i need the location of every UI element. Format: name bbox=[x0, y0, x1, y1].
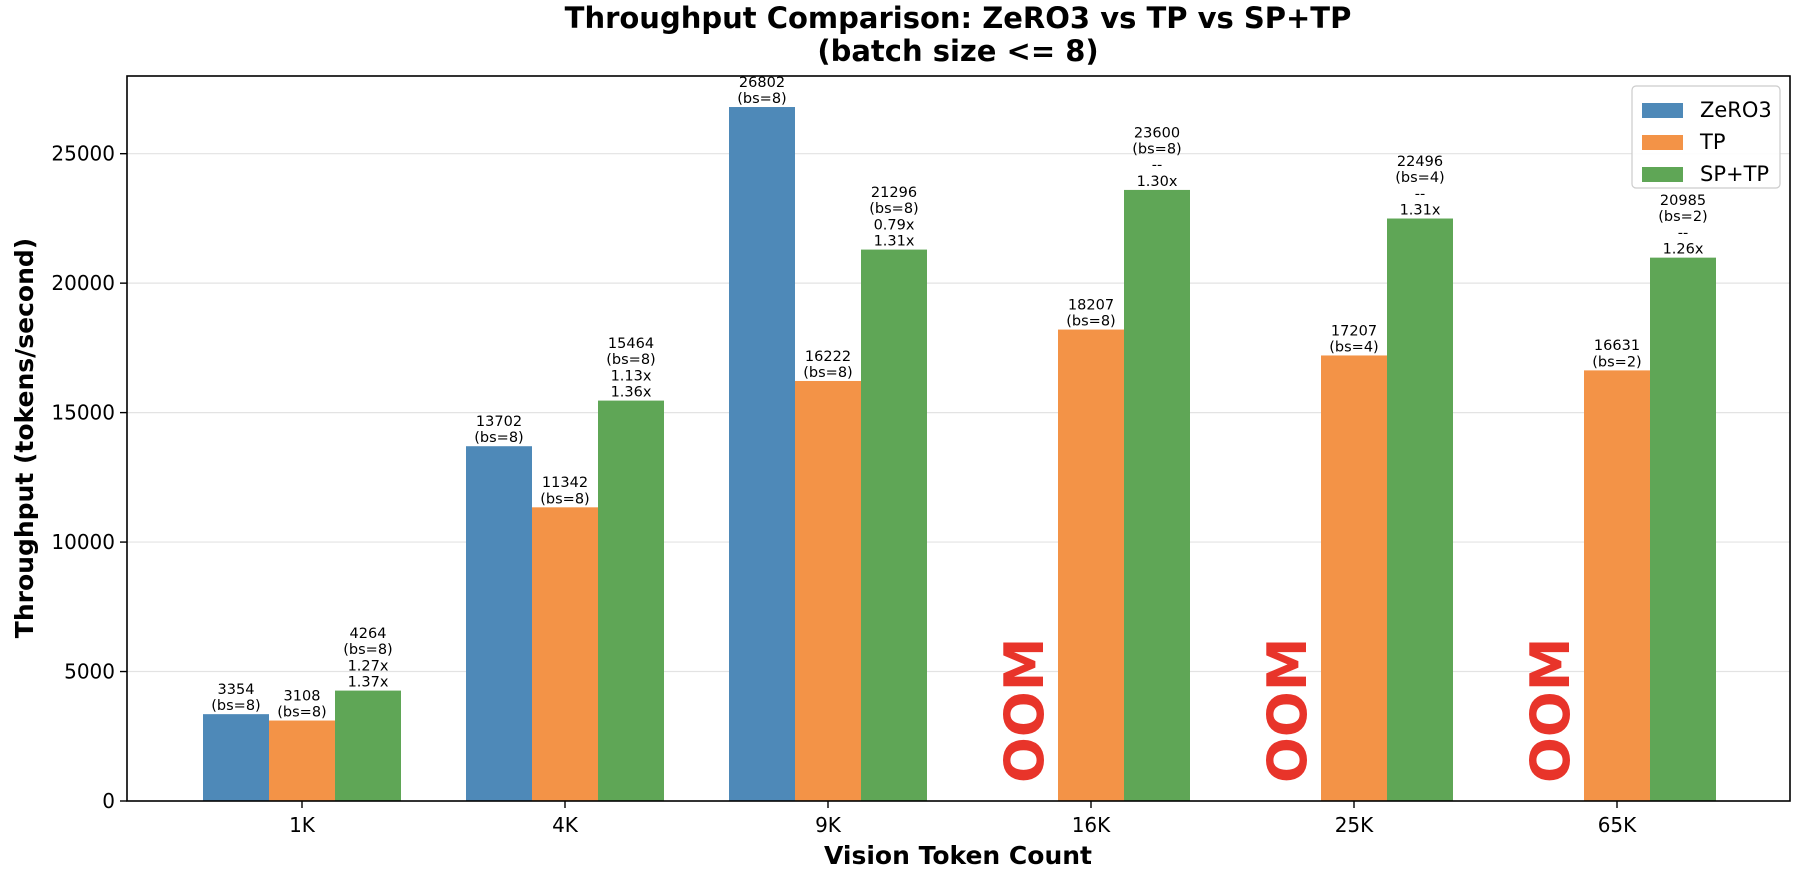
bar-zero3 bbox=[729, 107, 795, 801]
data-label: 16631 bbox=[1594, 338, 1640, 354]
data-label: (bs=4) bbox=[1329, 339, 1378, 355]
y-tick-label: 10000 bbox=[51, 530, 115, 554]
bar-zero3 bbox=[466, 446, 532, 801]
data-label: 1.31x bbox=[874, 234, 915, 250]
bar-tp bbox=[532, 507, 598, 801]
data-label: (bs=8) bbox=[606, 352, 655, 368]
data-label: 17207 bbox=[1331, 323, 1377, 339]
data-label: 0.79x bbox=[874, 217, 915, 233]
data-label: 1.36x bbox=[611, 385, 652, 401]
bar-zero3 bbox=[203, 714, 269, 801]
oom-label: OOM bbox=[1519, 637, 1582, 783]
data-label: (bs=8) bbox=[737, 91, 786, 107]
data-label: 1.30x bbox=[1137, 174, 1178, 190]
legend-label-tp: TP bbox=[1699, 130, 1726, 154]
data-label: 1.13x bbox=[611, 368, 652, 384]
chart-title: Throughput Comparison: ZeRO3 vs TP vs SP… bbox=[565, 1, 1352, 35]
data-label: -- bbox=[1678, 225, 1688, 241]
y-tick-label: 25000 bbox=[51, 142, 115, 166]
data-label: 16222 bbox=[805, 349, 851, 365]
legend: ZeRO3 TP SP+TP bbox=[1631, 85, 1781, 189]
data-label: 20985 bbox=[1660, 193, 1706, 209]
data-label: -- bbox=[1152, 158, 1162, 174]
y-tick-label: 15000 bbox=[51, 401, 115, 425]
data-labels-layer: 3354(bs=8)3108(bs=8)4264(bs=8)1.27x1.37x… bbox=[211, 75, 1707, 783]
bar-sp-tp bbox=[1124, 189, 1190, 801]
data-label: (bs=8) bbox=[869, 201, 918, 217]
x-tick-label: 9K bbox=[815, 813, 842, 837]
data-label: 4264 bbox=[350, 626, 387, 642]
bars-layer bbox=[203, 107, 1716, 802]
data-label: (bs=8) bbox=[1066, 314, 1115, 330]
plot-frame bbox=[126, 75, 1791, 802]
legend-label-zero3: ZeRO3 bbox=[1700, 98, 1772, 122]
data-label: (bs=8) bbox=[277, 705, 326, 721]
axis-ticks-layer: 0 5000 10000 15000 20000 25000 1K 4K 9K 16K 25K 65K bbox=[51, 142, 1637, 837]
x-tick-label: 1K bbox=[289, 813, 316, 837]
legend-label-sp-tp: SP+TP bbox=[1700, 162, 1769, 186]
bar-tp bbox=[1321, 355, 1387, 801]
legend-swatch-tp bbox=[1642, 135, 1683, 150]
data-label: 1.27x bbox=[348, 658, 389, 674]
data-label: (bs=2) bbox=[1658, 209, 1707, 225]
data-label: (bs=8) bbox=[540, 491, 589, 507]
data-label: -- bbox=[1415, 186, 1425, 202]
data-label: 18207 bbox=[1068, 297, 1114, 313]
legend-swatch-zero3 bbox=[1642, 103, 1683, 118]
data-label: (bs=2) bbox=[1592, 354, 1641, 370]
data-label: 26802 bbox=[739, 75, 785, 91]
bar-tp bbox=[269, 720, 335, 801]
data-label: (bs=8) bbox=[343, 642, 392, 658]
x-tick-label: 65K bbox=[1598, 813, 1637, 837]
data-label: (bs=4) bbox=[1395, 170, 1444, 186]
bar-sp-tp bbox=[598, 400, 664, 801]
data-label: 23600 bbox=[1134, 125, 1180, 141]
x-tick-label: 25K bbox=[1335, 813, 1374, 837]
data-label: 1.31x bbox=[1400, 203, 1441, 219]
data-label: 13702 bbox=[476, 414, 522, 430]
data-label: 3354 bbox=[218, 682, 255, 698]
data-label: 1.26x bbox=[1663, 242, 1704, 258]
bar-sp-tp bbox=[861, 249, 927, 802]
data-label: 22496 bbox=[1397, 154, 1443, 170]
bar-tp bbox=[1058, 329, 1124, 801]
data-label: (bs=8) bbox=[474, 430, 523, 446]
bar-sp-tp bbox=[1650, 257, 1716, 801]
x-tick-label: 4K bbox=[552, 813, 579, 837]
data-label: 15464 bbox=[608, 336, 654, 352]
data-label: (bs=8) bbox=[803, 365, 852, 381]
y-axis-label: Throughput (tokens/second) bbox=[10, 238, 39, 638]
bar-sp-tp bbox=[1387, 218, 1453, 801]
bar-sp-tp bbox=[335, 690, 401, 801]
grid-layer bbox=[127, 153, 1790, 673]
data-label: (bs=8) bbox=[211, 698, 260, 714]
oom-label: OOM bbox=[993, 637, 1056, 783]
y-tick-label: 20000 bbox=[51, 271, 115, 295]
legend-swatch-sp-tp bbox=[1642, 167, 1683, 182]
data-label: 3108 bbox=[284, 688, 321, 704]
y-tick-label: 5000 bbox=[64, 660, 115, 684]
oom-label: OOM bbox=[1256, 637, 1319, 783]
data-label: 11342 bbox=[542, 475, 588, 491]
data-label: 1.37x bbox=[348, 675, 389, 691]
bar-tp bbox=[795, 380, 861, 801]
bar-tp bbox=[1584, 370, 1650, 801]
data-label: (bs=8) bbox=[1132, 142, 1181, 158]
x-axis-label: Vision Token Count bbox=[824, 841, 1092, 870]
chart-subtitle: (batch size <= 8) bbox=[817, 34, 1098, 68]
data-label: 21296 bbox=[871, 185, 917, 201]
y-tick-label: 0 bbox=[102, 789, 115, 813]
x-tick-label: 16K bbox=[1072, 813, 1111, 837]
